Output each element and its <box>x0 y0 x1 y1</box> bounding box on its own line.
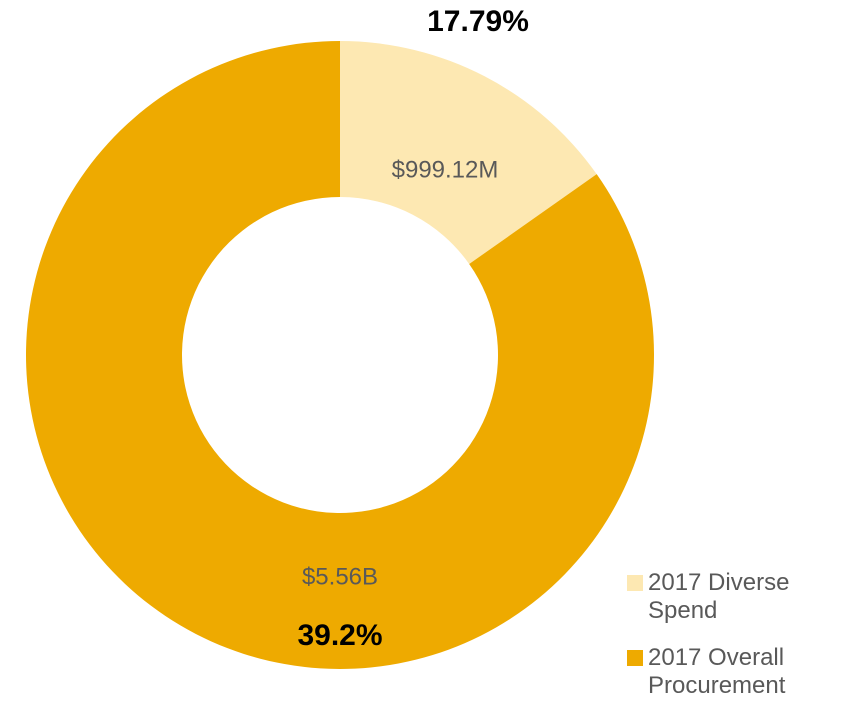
donut-slice <box>340 41 597 265</box>
value-label: $5.56B <box>302 563 378 590</box>
value-label: $999.12M <box>392 156 499 183</box>
donut-slice <box>25 41 654 669</box>
legend-label: 2017 Overall Procurement <box>648 644 786 699</box>
percent-annotation: 17.79% <box>427 5 529 38</box>
legend-swatch <box>627 575 643 591</box>
legend-swatch <box>627 650 643 666</box>
legend-label: 2017 Diverse Spend <box>648 569 790 624</box>
percent-annotation: 39.2% <box>297 619 382 652</box>
